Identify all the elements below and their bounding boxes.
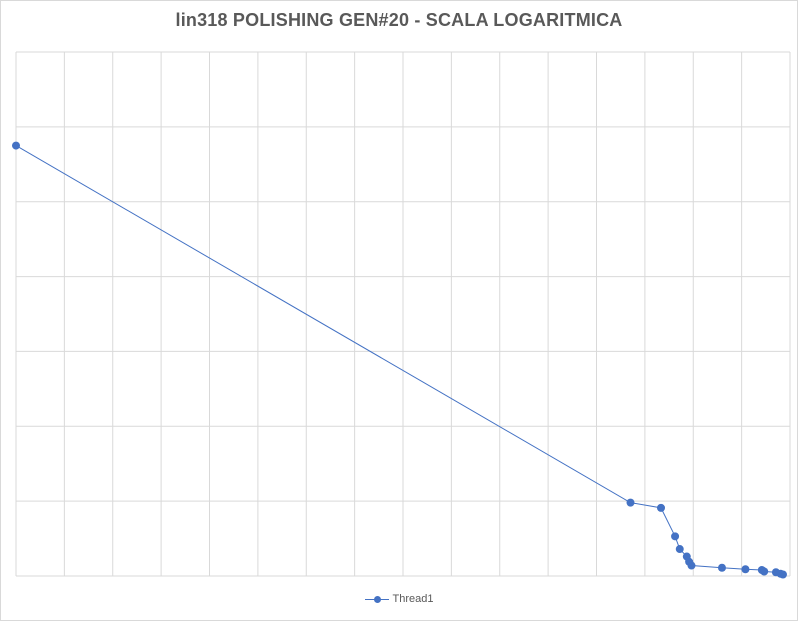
data-point — [657, 503, 665, 512]
legend: Thread1 — [0, 593, 798, 605]
series-line — [15, 145, 784, 575]
data-point — [778, 570, 787, 579]
legend-marker-icon — [364, 593, 389, 605]
data-point — [671, 532, 680, 541]
data-point — [675, 545, 684, 554]
data-point — [760, 567, 769, 576]
data-point — [717, 563, 726, 572]
legend-label-thread1: Thread1 — [392, 593, 434, 605]
data-point — [687, 561, 696, 570]
data-point — [12, 141, 20, 150]
data-point — [626, 498, 635, 507]
grid-lines — [15, 51, 791, 577]
series-thread1 — [12, 141, 787, 579]
chart-title: lin318 POLISHING GEN#20 - SCALA LOGARITM… — [175, 10, 623, 30]
data-point — [741, 565, 750, 574]
